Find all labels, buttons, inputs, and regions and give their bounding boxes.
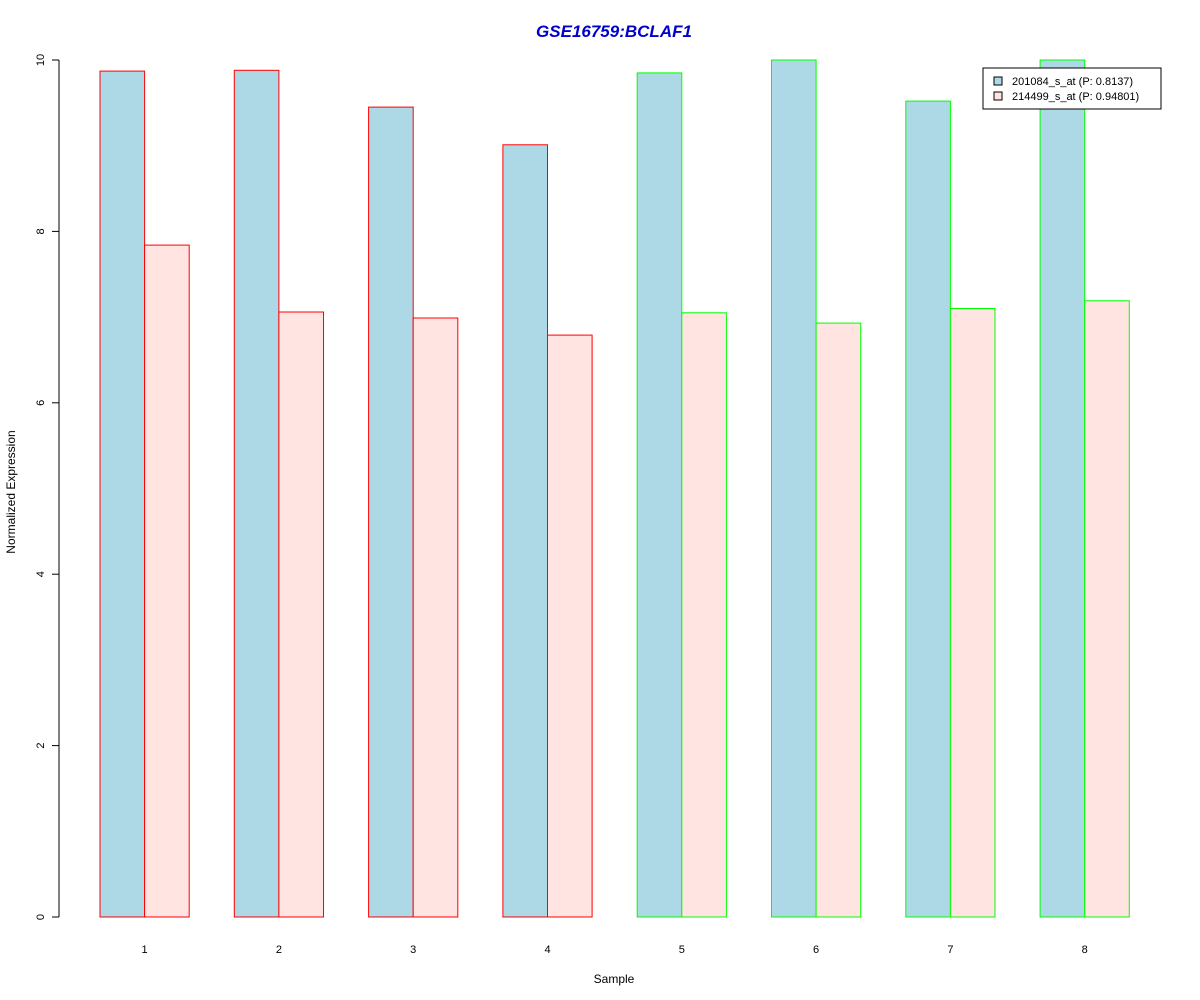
bars-layer bbox=[99, 59, 1130, 918]
y-tick-label-2: 2 bbox=[35, 743, 47, 749]
y-tick-label-4: 4 bbox=[35, 571, 47, 577]
bar-s2-sample-2 bbox=[278, 311, 324, 918]
x-tick-label-3: 3 bbox=[410, 944, 416, 956]
bar-s2-sample-7 bbox=[949, 308, 996, 918]
y-axis: 0 2 4 6 8 10 bbox=[35, 54, 60, 920]
x-axis-title: Sample bbox=[594, 972, 635, 986]
legend-label-1: 201084_s_at (P: 0.8137) bbox=[1012, 76, 1133, 88]
bar-s2-sample-1 bbox=[144, 244, 190, 918]
bar-s2-sample-6 bbox=[815, 322, 862, 918]
bar-s2-sample-5 bbox=[681, 312, 727, 918]
y-tick-label-8: 8 bbox=[35, 228, 47, 234]
bar-s1-sample-7 bbox=[905, 100, 951, 918]
y-tick-label-0: 0 bbox=[35, 914, 47, 920]
bar-s1-sample-6 bbox=[771, 59, 817, 918]
x-tick-label-1: 1 bbox=[142, 944, 148, 956]
bar-s1-sample-3 bbox=[368, 106, 414, 918]
bar-s2-sample-4 bbox=[547, 334, 593, 918]
bar-s2-sample-3 bbox=[412, 317, 459, 918]
chart-title: GSE16759:BCLAF1 bbox=[536, 22, 692, 41]
y-tick-label-6: 6 bbox=[35, 400, 47, 406]
x-tick-label-7: 7 bbox=[947, 944, 953, 956]
bar-s1-sample-4 bbox=[502, 144, 548, 918]
x-tick-label-6: 6 bbox=[813, 944, 819, 956]
x-tick-label-2: 2 bbox=[276, 944, 282, 956]
x-tick-label-8: 8 bbox=[1082, 944, 1088, 956]
x-tick-label-4: 4 bbox=[544, 944, 550, 956]
legend-swatch-1 bbox=[993, 76, 1003, 86]
y-tick-label-10: 10 bbox=[35, 54, 47, 66]
bar-s2-sample-8 bbox=[1084, 300, 1130, 918]
legend-label-2: 214499_s_at (P: 0.94801) bbox=[1012, 91, 1139, 103]
y-axis-title: Normalized Expression bbox=[4, 430, 18, 553]
x-tick-label-5: 5 bbox=[679, 944, 685, 956]
bar-s1-sample-1 bbox=[99, 70, 146, 918]
bar-s1-sample-8 bbox=[1039, 59, 1086, 918]
bar-s1-sample-2 bbox=[233, 69, 280, 918]
x-axis: 1 2 3 4 5 6 7 8 bbox=[142, 944, 1088, 956]
legend: 201084_s_at (P: 0.8137) 214499_s_at (P: 0… bbox=[982, 67, 1162, 110]
legend-swatch-2 bbox=[993, 91, 1003, 101]
legend-box bbox=[982, 67, 1162, 110]
bar-s1-sample-5 bbox=[636, 72, 683, 918]
